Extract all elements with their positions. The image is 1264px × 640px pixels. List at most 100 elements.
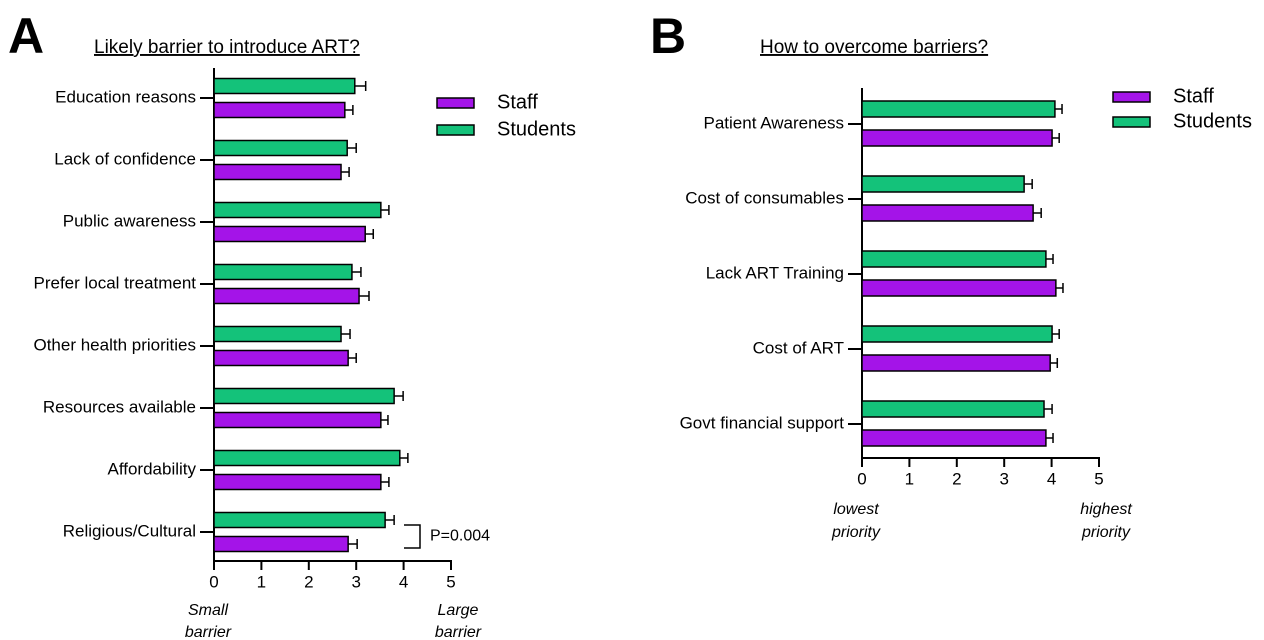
error-bar [351,267,362,277]
x-tick-label: 3 [351,572,360,591]
error-bar [385,515,395,525]
y-tick-label: Affordability [107,459,196,478]
y-tick-label: Govt financial support [680,413,845,432]
error-bar [354,81,367,91]
error-bar [380,477,390,487]
error-bar [341,329,351,339]
legend-label: Students [497,118,576,140]
error-bar [380,205,390,215]
bar [213,201,382,219]
x-tick-label: 5 [446,572,455,591]
y-tick-label: Cost of ART [753,338,844,357]
bar [213,263,353,281]
x-tick-label: 2 [952,469,961,488]
y-tick-label: Education reasons [55,87,196,106]
x-note: lowest [833,501,879,518]
bar [213,139,348,157]
x-tick-label: 4 [1047,469,1056,488]
legend-label: Students [1173,110,1252,132]
y-tick-label: Religious/Cultural [63,521,196,540]
error-bar [1055,283,1064,293]
bar [213,349,349,367]
x-tick-label: 4 [399,572,408,591]
significance-bracket [404,524,421,549]
error-bar [1045,254,1054,264]
bar [861,175,1025,193]
error-bar [380,415,389,425]
panel-label: A [8,8,44,64]
error-bar [1045,433,1054,443]
bar [213,511,386,529]
y-tick-label: Lack ART Training [706,263,844,282]
bar [213,163,342,181]
error-bar [1033,208,1042,218]
error-bar [1054,104,1063,114]
error-bar [348,353,357,363]
y-tick-label: Other health priorities [33,335,196,354]
bar [861,400,1045,418]
bar [213,287,360,305]
bar [861,429,1047,447]
bar [213,101,346,119]
error-bar [394,391,404,401]
panel-label: B [650,8,686,64]
x-note: priority [1081,524,1131,541]
bar [213,473,382,491]
error-bar [1050,358,1059,368]
y-tick-label: Public awareness [63,211,196,230]
bar [861,354,1051,372]
x-tick-label: 3 [999,469,1008,488]
legend-swatch [436,97,475,109]
y-tick-label: Prefer local treatment [33,273,196,292]
x-note: Small [188,602,228,619]
bar [213,535,349,553]
y-tick-label: Lack of confidence [54,149,196,168]
x-note: priority [831,524,881,541]
x-note: barrier [435,624,482,640]
x-tick-label: 0 [209,572,218,591]
bar [213,387,395,405]
x-tick-label: 5 [1094,469,1103,488]
error-bar [359,291,370,301]
y-tick-label: Patient Awareness [704,113,845,132]
error-bar [1024,179,1033,189]
error-bar [344,105,354,115]
bar [213,325,342,343]
error-bar [399,453,409,463]
bar [213,225,366,243]
error-bar [341,167,350,177]
legend-swatch [1112,116,1151,128]
chart-title: Likely barrier to introduce ART? [94,37,360,58]
y-tick-label: Resources available [43,397,196,416]
x-note: highest [1080,501,1132,518]
x-note: barrier [185,624,232,640]
x-tick-label: 1 [905,469,914,488]
error-bar [1044,404,1053,414]
bar [861,325,1053,343]
x-tick-label: 2 [304,572,313,591]
bar [213,449,401,467]
error-bar [1052,133,1060,143]
x-tick-label: 0 [857,469,866,488]
bar [861,100,1056,118]
annotation: P=0.004 [430,528,490,545]
bar [861,129,1053,147]
legend-swatch [436,124,475,136]
error-bar [348,539,358,549]
bar [213,411,382,429]
chart-title: How to overcome barriers? [760,37,988,58]
error-bar [1052,329,1060,339]
bar [861,250,1047,268]
error-bar [347,143,357,153]
bar [861,204,1034,222]
x-tick-label: 1 [257,572,266,591]
bar [213,77,356,95]
bar [861,279,1057,297]
legend-label: Staff [1173,85,1214,107]
y-tick-label: Cost of consumables [685,188,844,207]
error-bar [365,229,375,239]
legend-label: Staff [497,91,538,113]
legend-swatch [1112,91,1151,103]
x-note: Large [438,602,479,619]
